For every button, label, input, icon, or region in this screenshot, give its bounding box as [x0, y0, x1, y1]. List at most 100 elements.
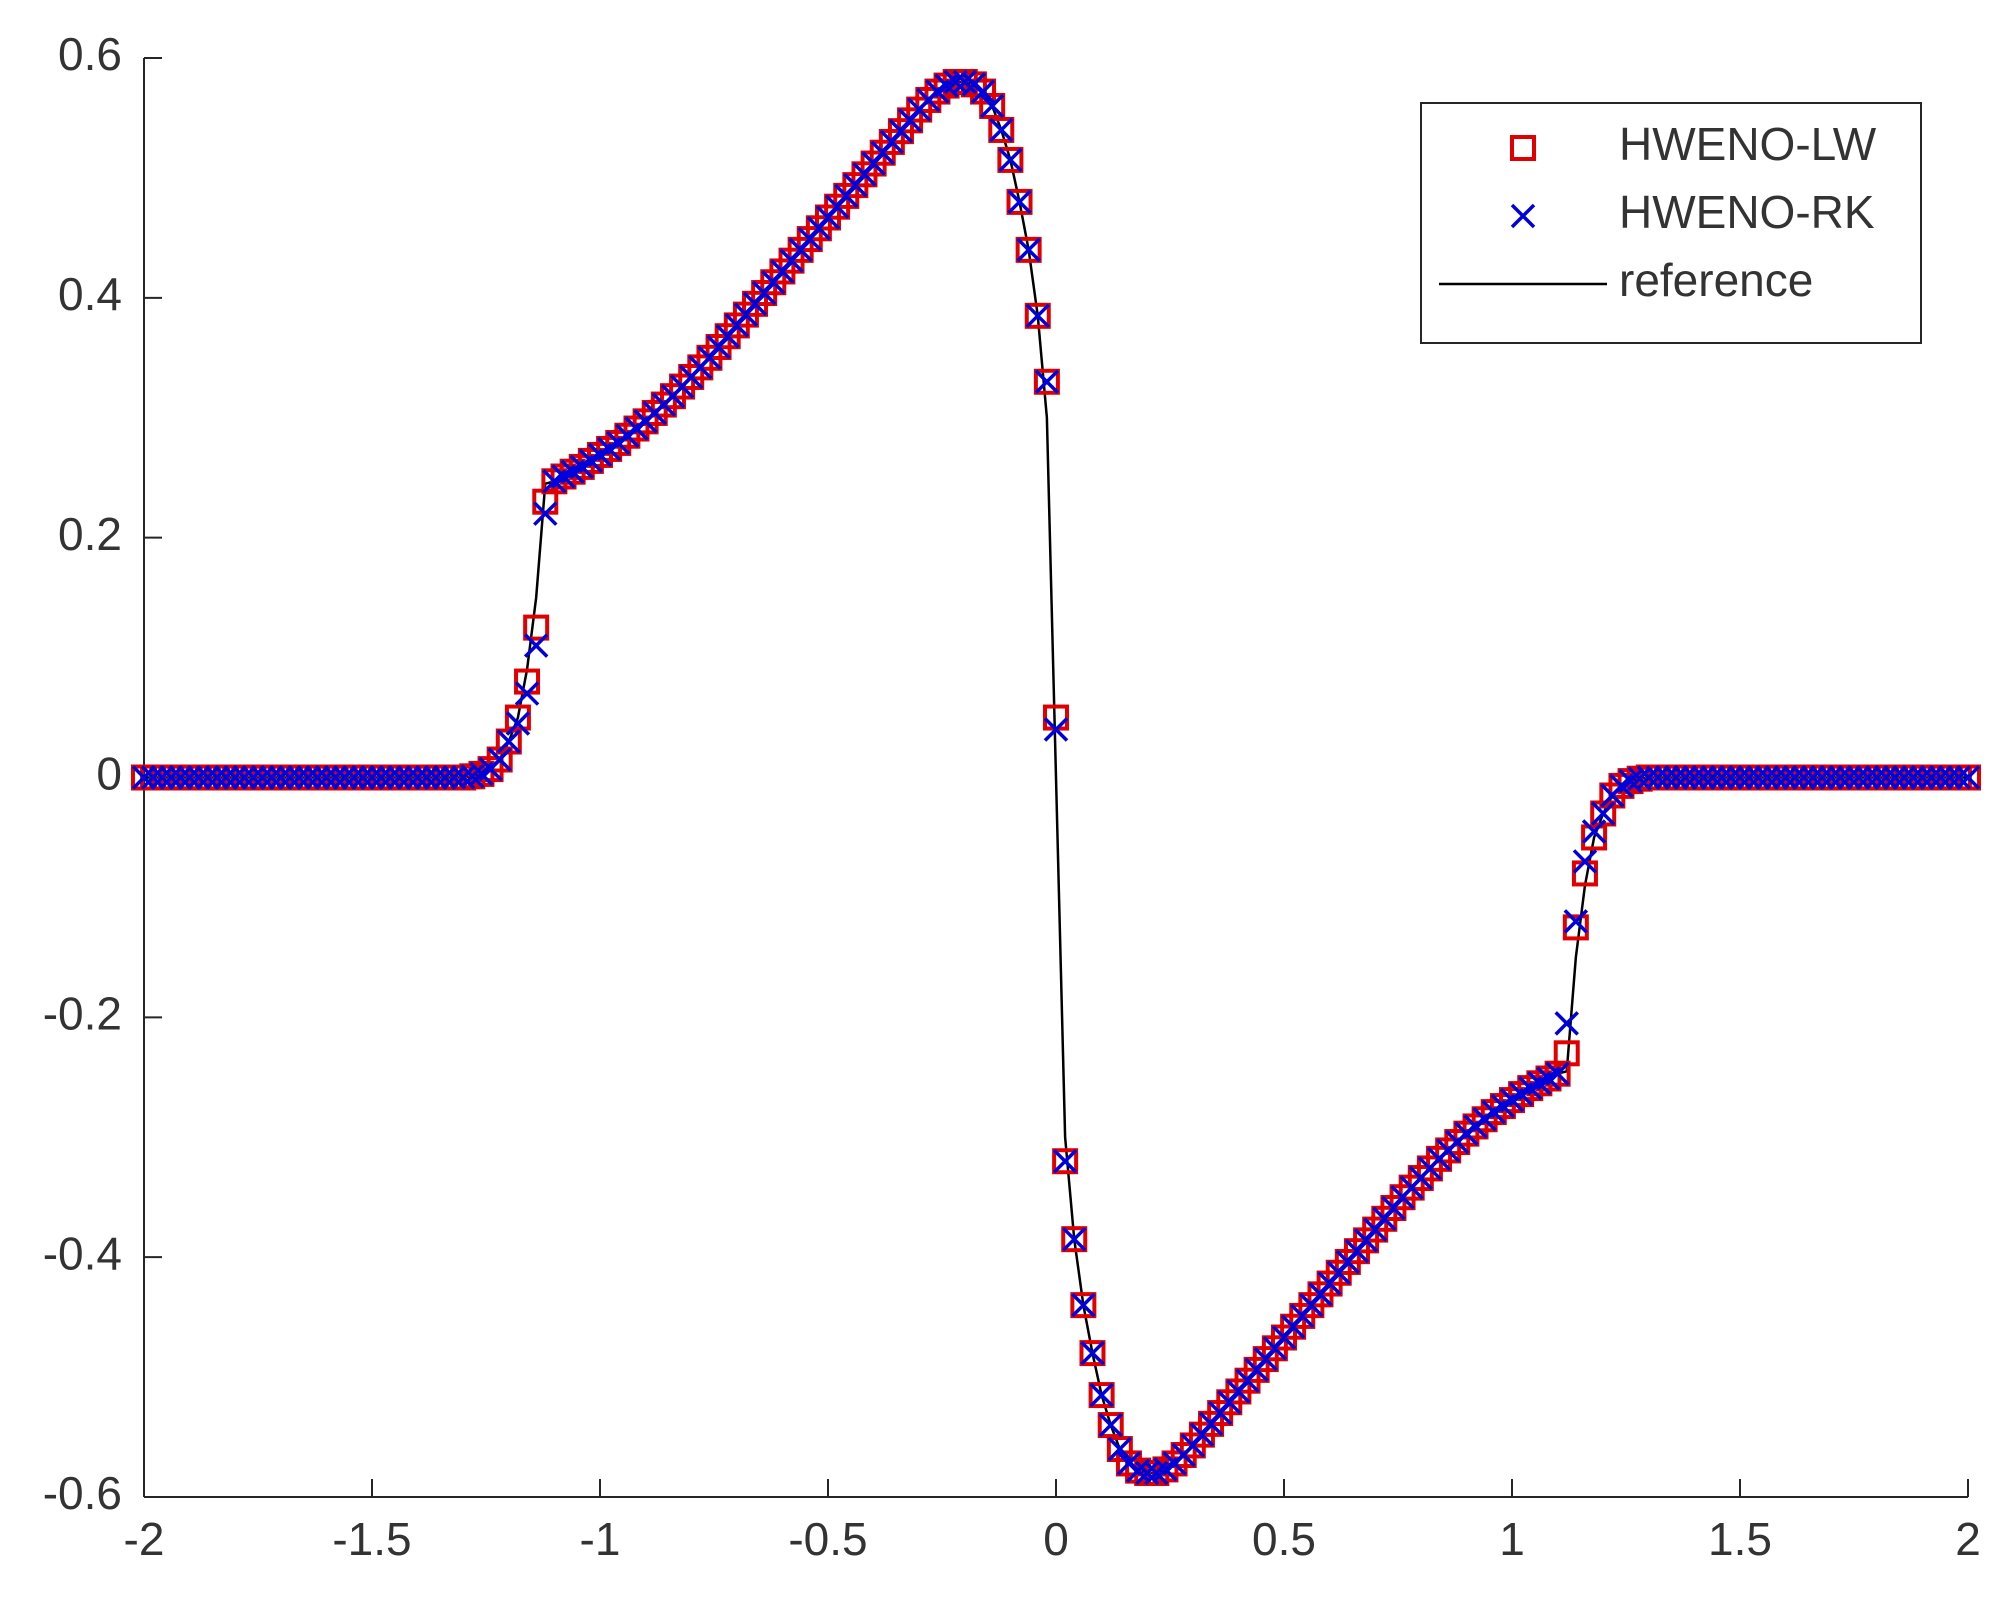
x-marker [514, 681, 540, 706]
x-marker [277, 765, 303, 790]
x-marker [131, 765, 157, 790]
square-marker [988, 116, 1015, 143]
legend-label: HWENO-RK [1619, 186, 1875, 238]
x-marker [423, 765, 449, 790]
x-marker [1016, 237, 1041, 263]
x-marker [241, 765, 266, 790]
x-marker [998, 147, 1023, 173]
x-marker [1034, 369, 1060, 395]
x-marker [1007, 189, 1032, 215]
x-marker [222, 765, 248, 790]
square-marker [1088, 1382, 1115, 1409]
x-marker [1818, 765, 1844, 790]
x-marker [1645, 765, 1671, 790]
x-marker [359, 765, 385, 790]
square-marker [1006, 188, 1033, 215]
x-marker [140, 765, 166, 790]
square-marker [1510, 135, 1536, 161]
x-tick-label: 0.5 [1252, 1513, 1316, 1565]
x-marker [387, 765, 412, 790]
x-marker [1873, 765, 1899, 790]
x-marker [414, 765, 439, 790]
x-tick-label: 0 [1043, 1513, 1069, 1565]
x-marker [1107, 1436, 1133, 1462]
square-marker [1079, 1340, 1106, 1367]
x-tick-label: -1.5 [332, 1513, 411, 1565]
x-marker [204, 765, 230, 790]
x-marker [368, 765, 394, 790]
x-marker [1864, 765, 1890, 790]
x-marker [405, 765, 430, 790]
x-marker [1682, 765, 1707, 790]
x-marker [150, 765, 175, 790]
x-tick-label: 1 [1499, 1513, 1525, 1565]
x-marker [1928, 765, 1953, 790]
x-marker [1062, 1226, 1087, 1252]
legend-label: HWENO-LW [1619, 118, 1877, 170]
y-tick-label: -0.6 [43, 1467, 122, 1519]
x-marker [1919, 765, 1944, 790]
square-marker [1070, 1292, 1097, 1319]
x-marker [1837, 765, 1862, 790]
x-marker [1563, 909, 1589, 934]
x-marker [970, 79, 996, 104]
y-tick-label: 0.4 [58, 268, 122, 320]
x-marker [1846, 765, 1871, 790]
x-marker [295, 765, 321, 790]
x-tick-label: -1 [580, 1513, 621, 1565]
x-marker [1510, 203, 1536, 229]
x-marker [232, 765, 257, 790]
x-marker [186, 765, 211, 790]
square-marker [1015, 236, 1042, 263]
x-marker [332, 765, 357, 790]
x-marker [1590, 801, 1616, 826]
x-marker [1800, 765, 1826, 790]
x-marker [1882, 765, 1908, 790]
x-marker [1782, 765, 1807, 790]
x-marker [378, 765, 403, 790]
x-marker [213, 765, 239, 790]
x-marker [1025, 303, 1050, 329]
x-marker [1764, 765, 1789, 790]
x-marker [432, 765, 458, 790]
x-marker [523, 633, 549, 658]
x-marker [195, 765, 221, 790]
x-marker [1891, 765, 1917, 790]
x-marker [1910, 765, 1935, 790]
x-marker [1773, 765, 1798, 790]
x-marker [1545, 1061, 1570, 1086]
square-marker [1562, 914, 1589, 941]
x-marker [505, 711, 531, 736]
x-marker [1809, 765, 1835, 790]
x-marker [1855, 765, 1880, 790]
y-tick-label: 0.2 [58, 508, 122, 560]
x-marker [1691, 765, 1716, 790]
square-marker [1043, 704, 1069, 731]
x-marker [1089, 1382, 1114, 1408]
x-marker [250, 765, 275, 790]
x-marker [341, 765, 366, 790]
x-marker [323, 765, 348, 790]
x-tick-label: -2 [124, 1513, 165, 1565]
x-marker [1554, 1011, 1579, 1036]
x-marker [1673, 765, 1698, 790]
x-marker [1071, 1292, 1096, 1318]
x-marker [1937, 765, 1962, 790]
square-marker [997, 146, 1024, 173]
x-marker [305, 765, 330, 790]
x-marker [1946, 765, 1972, 790]
x-marker [1636, 765, 1662, 790]
x-marker [1746, 765, 1771, 790]
x-marker [979, 93, 1005, 119]
x-marker [350, 765, 376, 790]
x-marker [1052, 1148, 1078, 1174]
x-marker [1718, 765, 1744, 790]
x-marker [487, 747, 512, 772]
y-tick-label: -0.4 [43, 1227, 122, 1279]
x-marker [286, 765, 312, 790]
x-marker [168, 765, 193, 790]
x-marker [1098, 1412, 1123, 1438]
legend-label: reference [1619, 254, 1813, 306]
x-marker [952, 69, 978, 95]
